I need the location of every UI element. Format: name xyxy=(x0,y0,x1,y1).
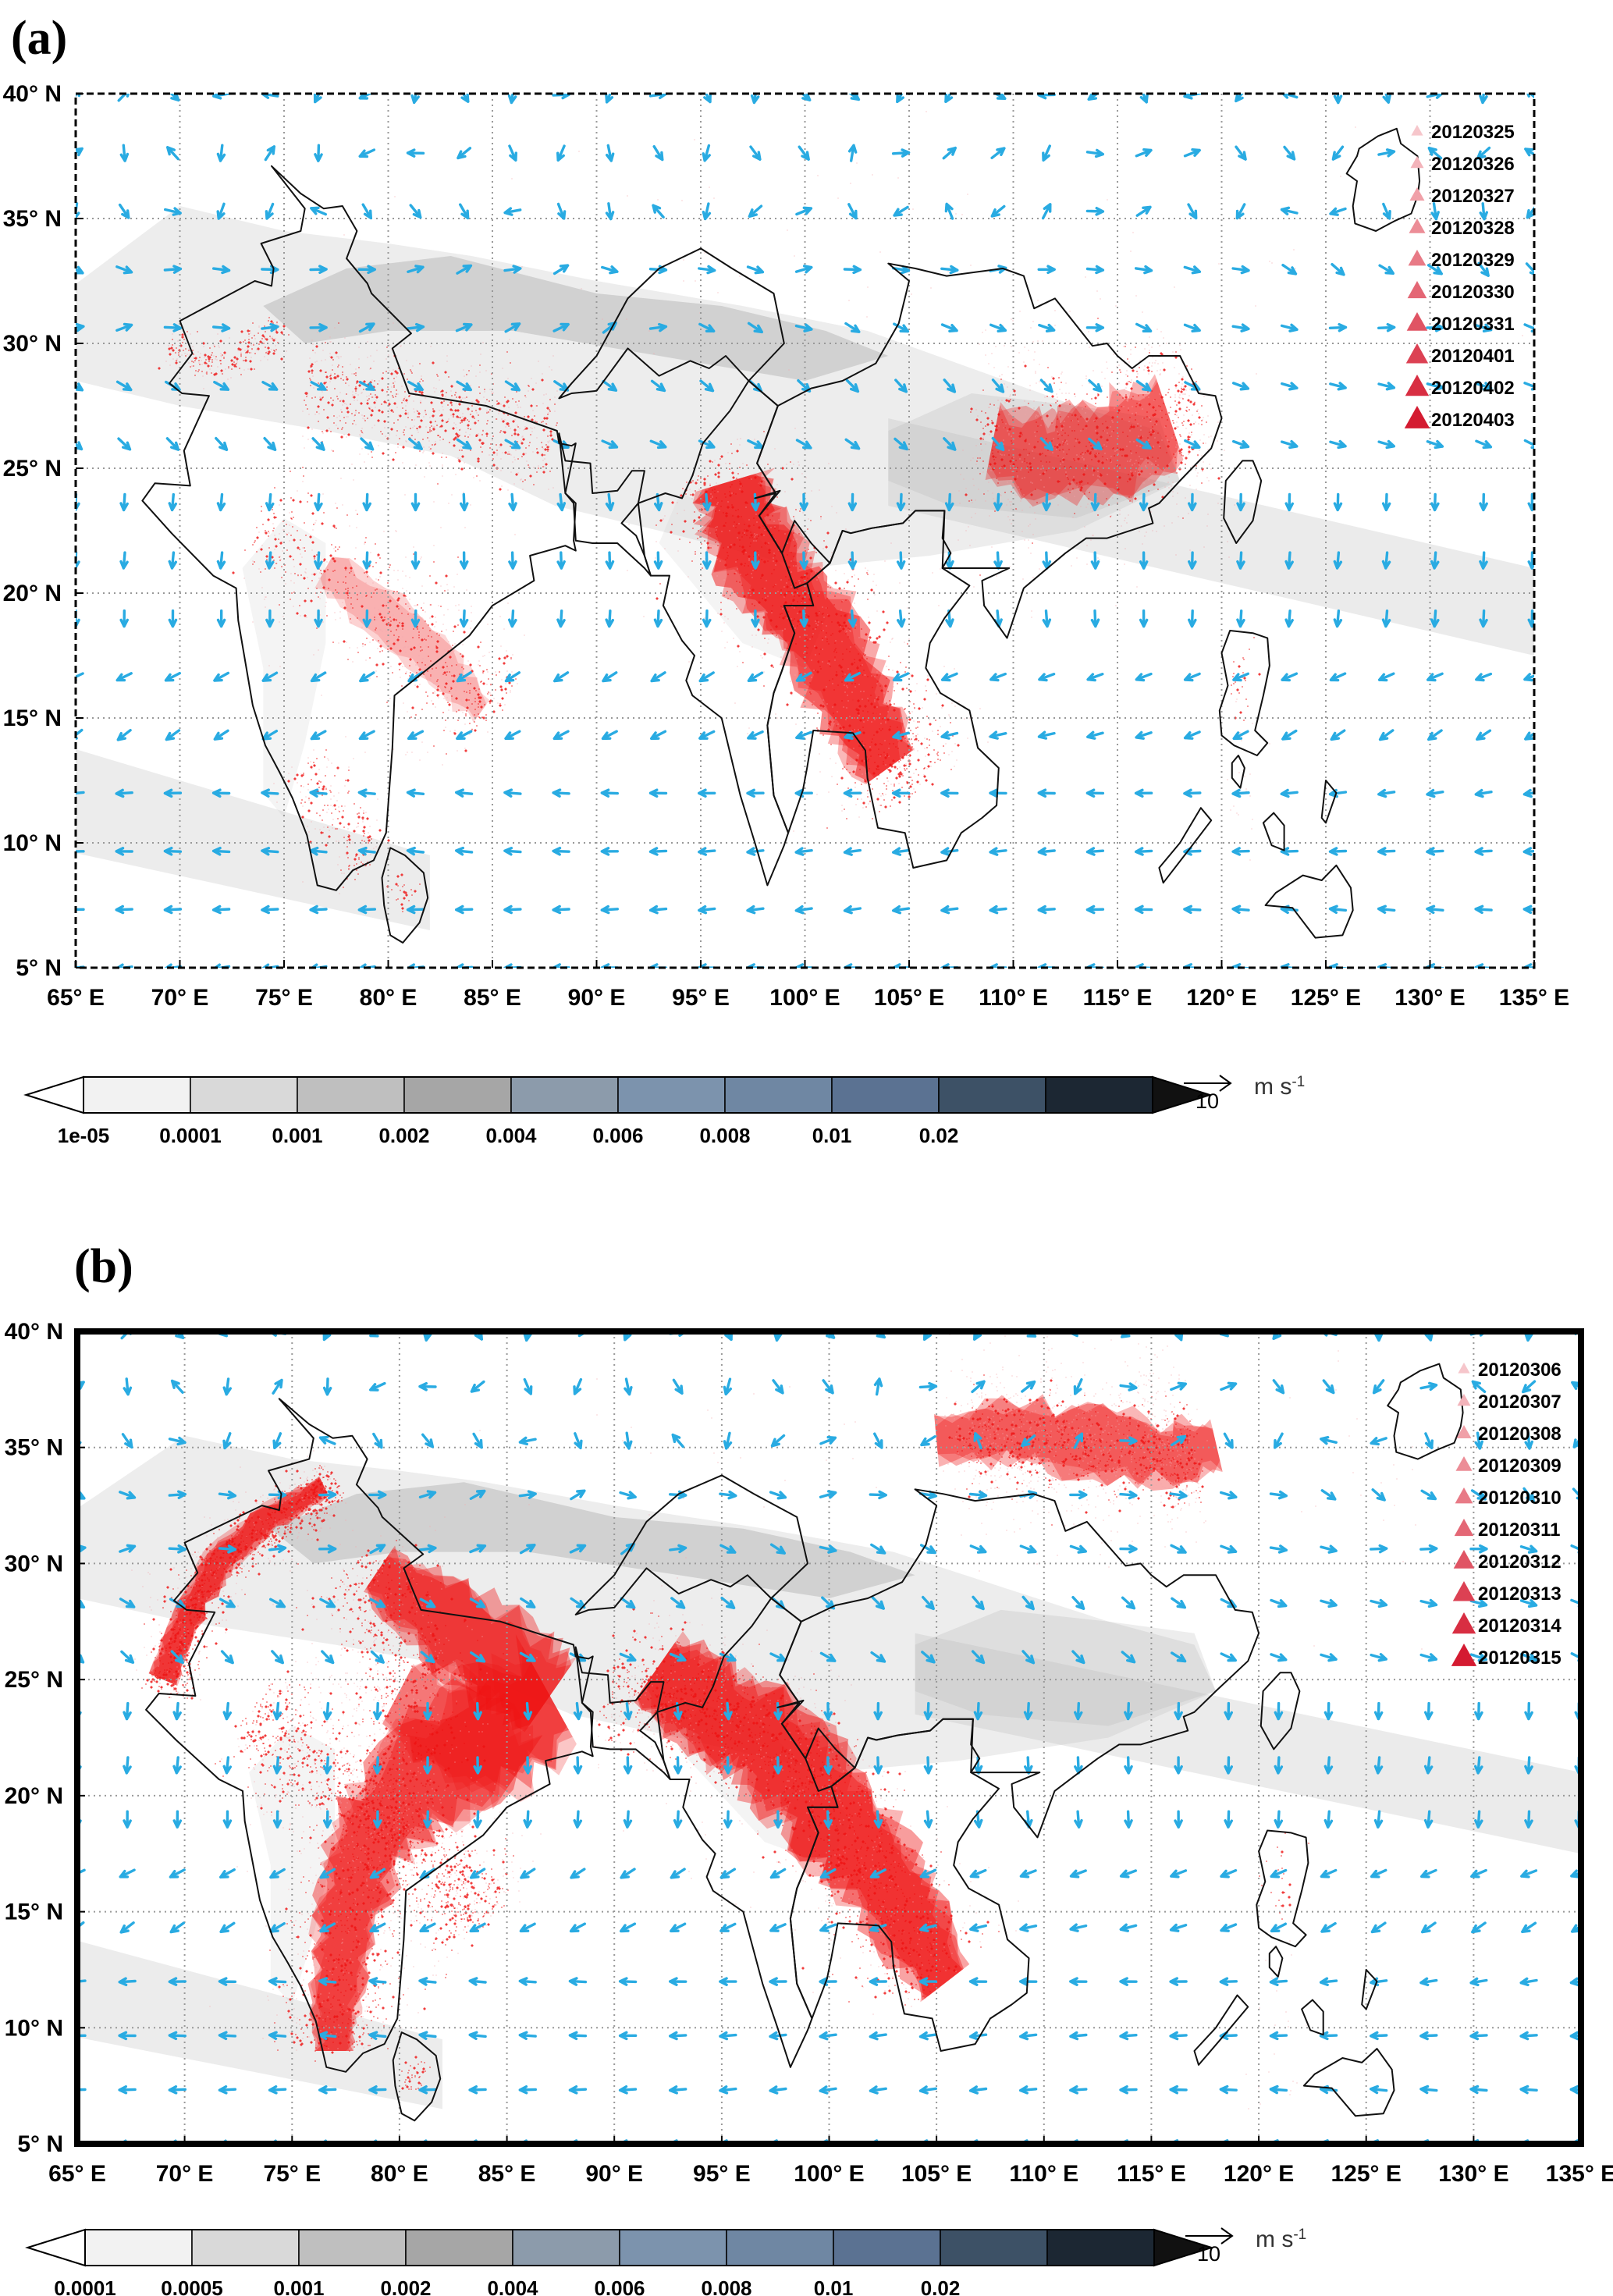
svg-text:120° E: 120° E xyxy=(1186,985,1256,1011)
svg-text:20120311: 20120311 xyxy=(1478,1519,1560,1541)
svg-text:0.006: 0.006 xyxy=(594,2276,645,2296)
svg-text:10° N: 10° N xyxy=(5,2015,63,2041)
svg-text:20120325: 20120325 xyxy=(1431,122,1515,143)
svg-text:5° N: 5° N xyxy=(17,2131,63,2157)
svg-text:20120313: 20120313 xyxy=(1478,1583,1561,1605)
svg-text:20120310: 20120310 xyxy=(1478,1487,1561,1509)
svg-text:95° E: 95° E xyxy=(672,985,730,1011)
svg-text:15° N: 15° N xyxy=(3,706,62,731)
svg-text:40° N: 40° N xyxy=(5,1319,63,1345)
svg-text:130° E: 130° E xyxy=(1394,985,1465,1011)
svg-text:0.0005: 0.0005 xyxy=(161,2276,223,2296)
svg-text:80° E: 80° E xyxy=(360,985,417,1011)
svg-text:135° E: 135° E xyxy=(1499,985,1569,1011)
svg-text:100° E: 100° E xyxy=(794,2161,864,2187)
svg-text:20120306: 20120306 xyxy=(1478,1359,1561,1381)
svg-text:0.006: 0.006 xyxy=(592,1124,643,1147)
svg-text:75° E: 75° E xyxy=(263,2161,321,2187)
svg-text:125° E: 125° E xyxy=(1291,985,1361,1011)
svg-text:135° E: 135° E xyxy=(1546,2161,1613,2187)
svg-text:10: 10 xyxy=(1197,2242,1220,2266)
svg-text:0.001: 0.001 xyxy=(272,1124,322,1147)
svg-text:65° E: 65° E xyxy=(47,985,105,1011)
svg-text:75° E: 75° E xyxy=(255,985,313,1011)
svg-text:0.008: 0.008 xyxy=(701,2276,751,2296)
svg-text:90° E: 90° E xyxy=(568,985,626,1011)
svg-text:20° N: 20° N xyxy=(3,581,62,606)
svg-text:0.002: 0.002 xyxy=(380,2276,431,2296)
svg-text:0.001: 0.001 xyxy=(273,2276,324,2296)
svg-text:90° E: 90° E xyxy=(585,2161,643,2187)
svg-text:20120328: 20120328 xyxy=(1431,218,1515,239)
svg-text:20120307: 20120307 xyxy=(1478,1391,1561,1413)
svg-text:20120330: 20120330 xyxy=(1431,282,1515,303)
svg-text:20120401: 20120401 xyxy=(1431,346,1515,367)
svg-text:0.0001: 0.0001 xyxy=(54,2276,116,2296)
svg-text:0.002: 0.002 xyxy=(378,1124,429,1147)
svg-text:130° E: 130° E xyxy=(1438,2161,1508,2187)
svg-text:5° N: 5° N xyxy=(16,955,62,981)
svg-text:0.004: 0.004 xyxy=(485,1124,537,1147)
svg-text:m s-1: m s-1 xyxy=(1256,2227,1306,2253)
svg-text:20120326: 20120326 xyxy=(1431,154,1515,175)
svg-text:20120309: 20120309 xyxy=(1478,1455,1561,1477)
svg-text:70° E: 70° E xyxy=(156,2161,214,2187)
svg-text:30° N: 30° N xyxy=(5,1551,63,1576)
svg-text:10: 10 xyxy=(1196,1089,1219,1113)
svg-text:35° N: 35° N xyxy=(5,1435,63,1461)
svg-text:85° E: 85° E xyxy=(464,985,521,1011)
svg-text:30° N: 30° N xyxy=(3,331,62,357)
svg-text:110° E: 110° E xyxy=(979,985,1048,1011)
svg-text:20120314: 20120314 xyxy=(1478,1615,1561,1637)
svg-text:20120403: 20120403 xyxy=(1431,410,1515,431)
svg-text:105° E: 105° E xyxy=(874,985,944,1011)
svg-text:35° N: 35° N xyxy=(3,206,62,232)
svg-text:25° N: 25° N xyxy=(5,1667,63,1693)
svg-text:20120402: 20120402 xyxy=(1431,378,1515,399)
svg-text:105° E: 105° E xyxy=(901,2161,972,2187)
svg-text:120° E: 120° E xyxy=(1224,2161,1294,2187)
svg-text:0.0001: 0.0001 xyxy=(159,1124,222,1147)
svg-text:1e-05: 1e-05 xyxy=(58,1124,110,1147)
svg-text:20120308: 20120308 xyxy=(1478,1423,1561,1445)
svg-text:0.004: 0.004 xyxy=(487,2276,538,2296)
svg-text:15° N: 15° N xyxy=(5,1900,63,1925)
svg-text:10° N: 10° N xyxy=(3,830,62,856)
svg-text:115° E: 115° E xyxy=(1083,985,1153,1011)
svg-text:0.01: 0.01 xyxy=(812,1124,852,1147)
svg-text:m s-1: m s-1 xyxy=(1254,1074,1305,1100)
svg-text:0.008: 0.008 xyxy=(699,1124,750,1147)
svg-text:20120331: 20120331 xyxy=(1431,314,1515,335)
svg-text:0.02: 0.02 xyxy=(919,1124,959,1147)
svg-text:65° E: 65° E xyxy=(48,2161,106,2187)
svg-text:80° E: 80° E xyxy=(371,2161,428,2187)
svg-text:20120315: 20120315 xyxy=(1478,1647,1561,1669)
svg-text:20120329: 20120329 xyxy=(1431,250,1515,271)
svg-text:100° E: 100° E xyxy=(769,985,840,1011)
svg-text:25° N: 25° N xyxy=(3,456,62,482)
svg-text:40° N: 40° N xyxy=(3,81,62,107)
svg-text:125° E: 125° E xyxy=(1331,2161,1401,2187)
svg-text:0.02: 0.02 xyxy=(921,2276,961,2296)
svg-text:115° E: 115° E xyxy=(1117,2161,1186,2187)
svg-text:70° E: 70° E xyxy=(151,985,209,1011)
svg-text:85° E: 85° E xyxy=(478,2161,536,2187)
svg-text:20120312: 20120312 xyxy=(1478,1551,1561,1573)
svg-text:0.01: 0.01 xyxy=(814,2276,854,2296)
svg-text:110° E: 110° E xyxy=(1009,2161,1078,2187)
svg-text:20° N: 20° N xyxy=(5,1783,63,1809)
svg-text:95° E: 95° E xyxy=(693,2161,751,2187)
svg-text:20120327: 20120327 xyxy=(1431,186,1515,207)
